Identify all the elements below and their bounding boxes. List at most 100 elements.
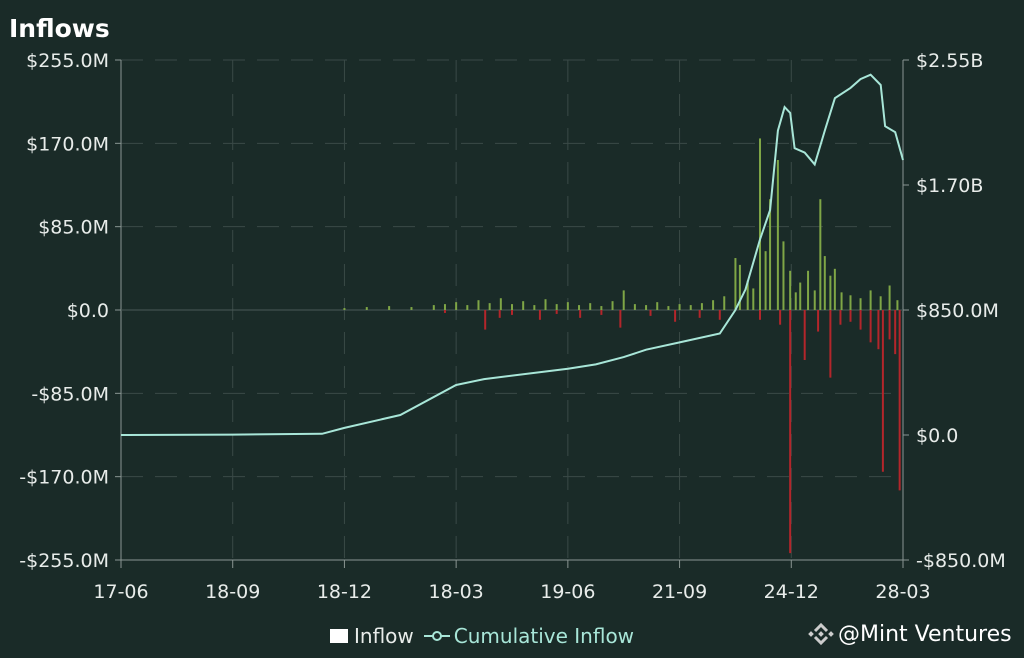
inflow-bar	[600, 310, 603, 315]
legend-item-cumulative[interactable]: Cumulative Inflow	[423, 624, 635, 648]
inflow-bar	[538, 310, 541, 320]
inflow-swatch-icon	[330, 629, 348, 643]
inflow-bar	[443, 304, 446, 310]
inflow-bar	[813, 290, 816, 310]
inflow-bar	[769, 199, 772, 310]
inflow-bar	[410, 307, 413, 310]
inflow-bar	[645, 305, 648, 310]
inflow-bar	[477, 300, 480, 310]
inflow-bar	[443, 310, 446, 313]
y-left-tick-label: $0.0	[67, 300, 109, 322]
inflow-bar	[759, 138, 762, 310]
x-tick-label: 18-12	[317, 581, 372, 603]
inflow-bar	[888, 310, 891, 340]
inflow-bar	[555, 310, 558, 314]
inflow-bar	[782, 241, 785, 310]
inflow-bar	[734, 258, 737, 310]
inflow-bar	[388, 306, 391, 310]
inflow-bar	[789, 310, 792, 554]
inflow-bar	[877, 310, 880, 350]
y-left-tick-label: $170.0M	[26, 133, 109, 155]
inflow-bar	[511, 304, 513, 310]
inflow-bar	[667, 306, 670, 310]
inflow-bar	[498, 310, 501, 318]
inflow-bar	[544, 299, 547, 310]
inflow-bar	[698, 310, 701, 318]
line-dot-icon	[423, 631, 450, 641]
inflow-bar	[829, 310, 832, 378]
inflow-bar	[764, 251, 767, 310]
inflow-bar	[511, 310, 513, 315]
inflow-bar	[859, 298, 862, 310]
inflow-bar	[888, 285, 891, 310]
inflow-bar	[633, 304, 636, 310]
inflow-bar	[879, 296, 882, 310]
inflow-bar	[343, 308, 346, 310]
inflow-bar	[700, 303, 703, 310]
inflow-bar	[432, 305, 435, 310]
inflow-bar	[807, 270, 810, 310]
watermark: @Mint Ventures	[808, 621, 1012, 647]
inflow-bar	[674, 310, 677, 322]
x-tick-label: 24-12	[764, 581, 819, 603]
y-right-tick-label: $850.0M	[916, 300, 999, 322]
inflow-bar	[789, 270, 792, 310]
inflow-bar	[869, 310, 872, 343]
legend-item-inflow[interactable]: Inflow	[330, 624, 414, 648]
inflow-bar	[898, 310, 901, 491]
inflow-bar	[499, 298, 502, 310]
x-tick-label: 18-03	[429, 581, 484, 603]
y-left-tick-label: -$170.0M	[19, 467, 109, 489]
inflow-bar	[849, 310, 852, 322]
inflow-bar	[718, 310, 721, 320]
legend-label-cumulative: Cumulative Inflow	[453, 624, 635, 648]
inflow-bar	[894, 310, 897, 355]
inflow-bar	[578, 305, 581, 310]
inflow-bar	[600, 306, 603, 310]
legend: Inflow Cumulative Inflow	[330, 624, 634, 648]
inflow-bar	[488, 303, 491, 310]
inflow-bar	[823, 256, 826, 310]
inflow-bar	[622, 290, 625, 310]
inflow-bar	[803, 310, 806, 360]
y-right-tick-label: -$850.0M	[916, 550, 1006, 572]
y-right-tick-label: $1.70B	[916, 175, 983, 197]
inflow-bar	[840, 292, 843, 310]
binance-logo-icon	[808, 622, 834, 646]
x-tick-label: 18-09	[205, 581, 260, 603]
inflow-bar	[455, 302, 458, 310]
inflow-bar	[466, 305, 469, 310]
inflow-bar	[611, 301, 614, 310]
inflow-bar	[869, 290, 872, 310]
inflow-bar	[484, 310, 487, 330]
inflow-bar	[365, 307, 368, 310]
inflow-bar	[689, 305, 692, 310]
inflow-bar	[829, 275, 832, 310]
y-right-tick-label: $0.0	[916, 425, 958, 447]
inflow-bar	[656, 302, 659, 310]
inflow-bar	[746, 280, 749, 310]
y-left-tick-label: -$85.0M	[31, 383, 109, 405]
inflow-bar	[776, 160, 779, 310]
legend-label-inflow: Inflow	[354, 624, 414, 648]
inflow-bar	[752, 288, 755, 310]
chart-title: Inflows	[9, 14, 110, 43]
inflow-bar	[579, 310, 582, 318]
y-left-tick-label: -$255.0M	[19, 550, 109, 572]
inflow-bar	[589, 303, 592, 310]
inflow-bar	[819, 199, 822, 310]
inflow-bar	[799, 282, 802, 310]
inflow-bar	[881, 310, 884, 472]
inflow-bar	[555, 304, 558, 310]
x-tick-label: 19-06	[540, 581, 595, 603]
watermark-text: @Mint Ventures	[838, 621, 1012, 647]
inflow-bar	[794, 292, 797, 310]
inflow-bar	[649, 310, 652, 316]
inflow-bar	[839, 310, 842, 325]
inflow-bar	[833, 268, 836, 310]
inflow-bar	[619, 310, 622, 328]
inflow-bar	[738, 264, 741, 310]
inflow-bar	[723, 296, 726, 310]
y-left-tick-label: $85.0M	[38, 217, 109, 239]
y-right-tick-label: $2.55B	[916, 50, 983, 72]
